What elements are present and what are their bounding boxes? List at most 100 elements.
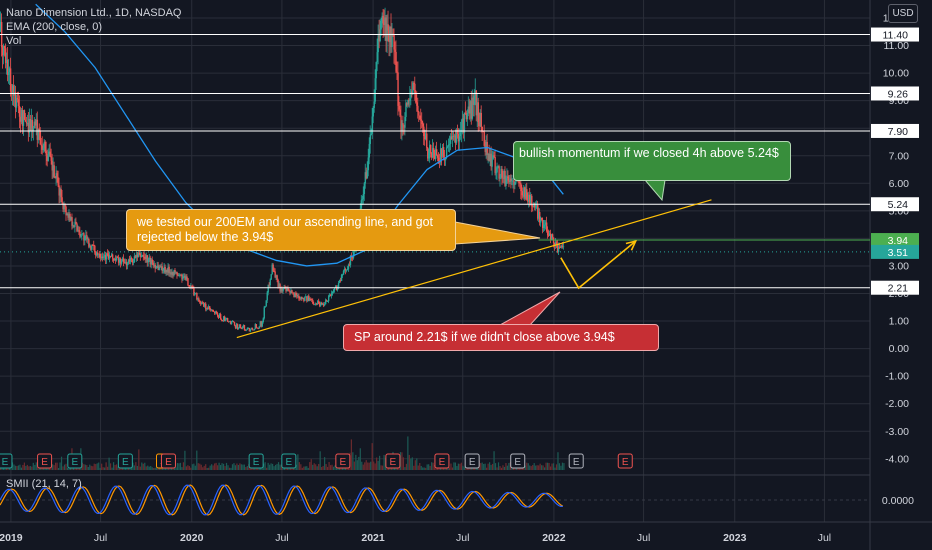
volume-bar [89,464,91,470]
bullish-note[interactable]: bullish momentum if we closed 4h above 5… [513,141,791,181]
earnings-marker[interactable]: E [0,453,13,469]
earnings-marker-label: E [71,457,78,468]
volume-bar [334,465,336,470]
earnings-marker[interactable]: E [37,453,53,469]
price-axis-label: 10.00 [883,68,909,80]
volume-bar [187,465,189,470]
volume-bar [194,465,196,470]
candle-body [235,323,238,329]
candle-body [242,324,245,328]
volume-bar [214,463,216,470]
candle-body [319,303,321,306]
candle-body [498,166,500,179]
candle-body [254,324,257,329]
candle-body [551,234,554,238]
level-price-tag-label: 7.90 [888,126,909,138]
volume-bar [135,462,137,470]
price-tag [871,233,919,248]
candle-body [326,301,329,303]
volume-bar [230,467,232,470]
candle-body [217,316,220,318]
candle-body [302,298,304,299]
volume-bar [46,467,48,470]
volume-bar [193,463,195,470]
candle-body [544,222,547,225]
candle-body [543,224,545,228]
candle-body [133,256,136,262]
volume-bar [312,464,314,470]
ascending-trendline [236,199,712,339]
volume-bar [499,466,501,470]
earnings-marker-label: E [122,457,129,468]
earnings-marker[interactable]: E [568,453,584,469]
earnings-marker[interactable]: E [434,453,450,469]
volume-bar [63,464,66,470]
candle-body [486,141,488,155]
ema-legend[interactable]: EMA (200, close, 0) [6,21,102,33]
volume-bar [266,467,268,470]
candle-body [53,165,55,177]
support-note[interactable]: SP around 2.21$ if we didn't close above… [343,324,659,351]
earnings-marker-label: E [253,457,260,468]
candle-body [240,328,243,329]
candle-body [324,304,326,306]
candle-body [539,212,541,223]
volume-legend[interactable]: Vol [6,35,22,47]
earnings-marker[interactable]: E [617,453,633,469]
candle-body [252,329,255,331]
volume-bar [112,462,115,470]
candle-body [378,35,380,41]
volume-bar [274,464,277,470]
volume-bar [196,450,198,470]
volume-bar [297,454,299,470]
earnings-marker[interactable]: E [335,453,351,469]
volume-bar [420,465,422,470]
earnings-marker[interactable]: E [385,453,401,469]
candle-body [495,172,497,174]
candle-body [66,213,68,216]
candle-body [431,153,433,158]
volume-bar [318,463,320,470]
price-axis-label: 0.00 [889,343,910,355]
earnings-marker[interactable]: E [464,453,480,469]
volume-bar [486,467,488,470]
volume-bar [217,465,219,470]
candle-body [347,264,350,270]
earnings-marker[interactable]: E [160,453,176,469]
time-axis-label: 2023 [723,532,747,544]
symbol-title[interactable]: Nano Dimension Ltd., 1D, NASDAQ [6,7,182,19]
volume-bar [277,462,280,470]
candle-body [481,126,483,132]
candle-body [476,102,479,116]
earnings-marker[interactable]: E [248,453,264,469]
smii-legend[interactable]: SMII (21, 14, 7) [6,478,82,490]
volume-bar [416,458,418,470]
candle-body [435,149,438,156]
candle-body [127,259,130,264]
candle-body [1,47,4,56]
volume-bar [561,462,564,470]
volume-bar [142,463,144,470]
candle-body [468,106,471,114]
volume-bar [20,467,23,470]
volume-bar [139,466,141,470]
candle-body [132,261,135,263]
candle-body [312,300,314,304]
earnings-marker[interactable]: E [67,453,83,469]
candle-body [391,33,393,48]
candle-body [537,205,539,219]
currency-button[interactable]: USD [888,4,918,23]
candle-body [266,292,268,301]
volume-bar [236,463,238,470]
earnings-marker[interactable]: E [117,453,133,469]
volume-bar [469,467,471,470]
volume-bar [352,452,354,470]
candle-body [4,48,7,63]
rejection-note[interactable]: we tested our 200EM and our ascending li… [126,209,456,251]
earnings-marker[interactable]: E [510,453,526,469]
volume-bar [508,462,510,470]
candle-body [169,272,171,274]
earnings-marker[interactable]: E [281,453,297,469]
volume-bar [114,464,116,470]
